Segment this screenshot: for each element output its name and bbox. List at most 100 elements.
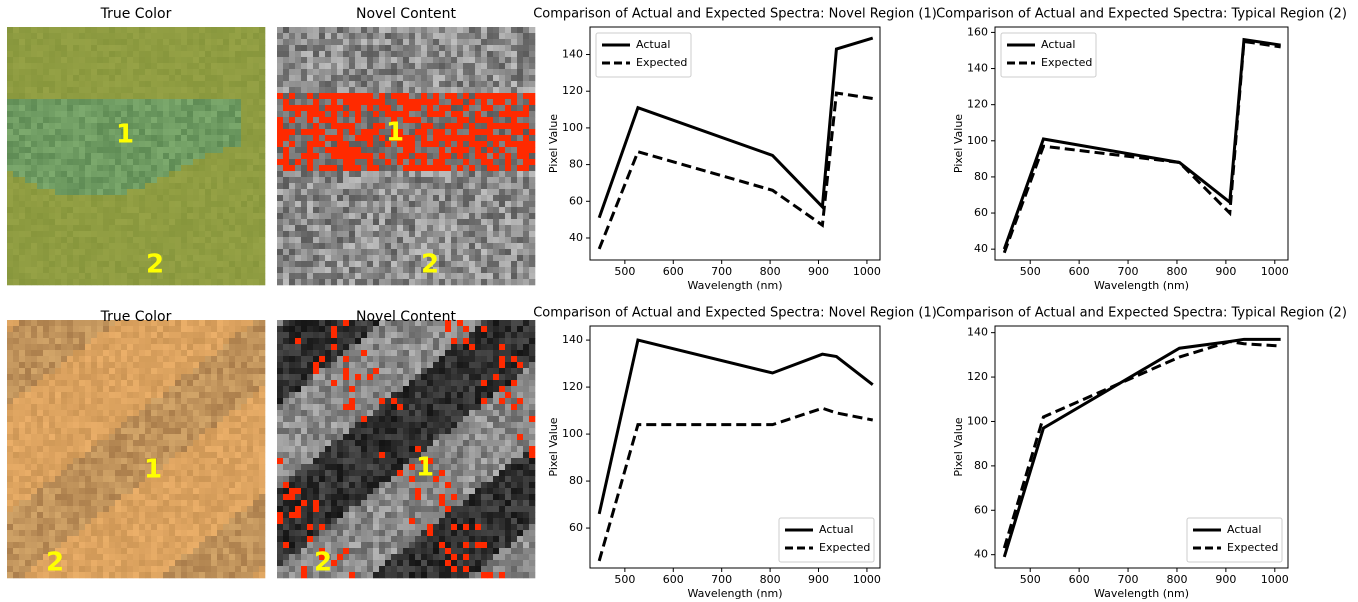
pixel [523,81,529,87]
pixel [277,135,283,141]
pixel [61,201,67,207]
pixel [289,153,295,159]
pixel [187,213,193,219]
pixel [97,332,103,338]
pixel [343,75,349,81]
pixel [31,422,37,428]
pixel [85,171,91,177]
pixel [331,147,337,153]
pixel [187,320,193,326]
pixel [205,33,211,39]
pixel [43,476,49,482]
pixel [49,344,55,350]
pixel [103,374,109,380]
pixel [289,63,295,69]
pixel [499,231,505,237]
pixel [193,344,199,350]
pixel [25,189,31,195]
pixel [37,470,43,476]
pixel [223,111,229,117]
pixel [469,225,475,231]
pixel [49,69,55,75]
pixel [211,326,217,332]
pixel [349,87,355,93]
pixel [115,111,121,117]
pixel [157,165,163,171]
pixel [73,87,79,93]
pixel [421,45,427,51]
pixel [511,189,517,195]
pixel [355,183,361,189]
pixel [127,422,133,428]
pixel [223,219,229,225]
pixel [487,93,493,99]
pixel [217,344,223,350]
pixel [157,39,163,45]
pixel [217,273,223,279]
pixel [55,39,61,45]
pixel [31,69,37,75]
pixel [409,249,415,255]
pixel [451,201,457,207]
pixel [247,219,253,225]
pixel [169,410,175,416]
pixel [193,482,199,488]
pixel [37,237,43,243]
pixel [13,410,19,416]
pixel [7,500,13,506]
pixel [13,326,19,332]
pixel [439,147,445,153]
pixel [235,320,241,326]
pixel [193,87,199,93]
pixel [145,45,151,51]
pixel [49,51,55,57]
pixel [145,428,151,434]
pixel [289,51,295,57]
pixel [475,207,481,213]
pixel [379,135,385,141]
pixel [55,362,61,368]
pixel [391,195,397,201]
pixel [421,165,427,171]
pixel [337,261,343,267]
pixel [385,69,391,75]
pixel [103,93,109,99]
pixel [31,231,37,237]
pixel [49,350,55,356]
pixel [127,368,133,374]
pixel [169,416,175,422]
pixel [229,386,235,392]
pixel [223,332,229,338]
pixel [7,458,13,464]
pixel [517,255,523,261]
pixel [217,386,223,392]
pixel [97,404,103,410]
pixel [97,494,103,500]
pixel [451,147,457,153]
pixel [181,470,187,476]
pixel [385,165,391,171]
pixel [379,213,385,219]
pixel [139,213,145,219]
pixel [73,33,79,39]
pixel [379,183,385,189]
pixel [211,320,217,326]
pixel [19,141,25,147]
pixel [517,171,523,177]
pixel [115,165,121,171]
pixel [247,147,253,153]
pixel [217,416,223,422]
pixel [253,123,259,129]
pixel [463,99,469,105]
pixel [409,183,415,189]
pixel [139,404,145,410]
pixel [127,93,133,99]
pixel [253,434,259,440]
pixel [169,326,175,332]
pixel [85,344,91,350]
pixel [391,201,397,207]
pixel [67,338,73,344]
pixel [475,117,481,123]
pixel [169,332,175,338]
pixel [199,189,205,195]
